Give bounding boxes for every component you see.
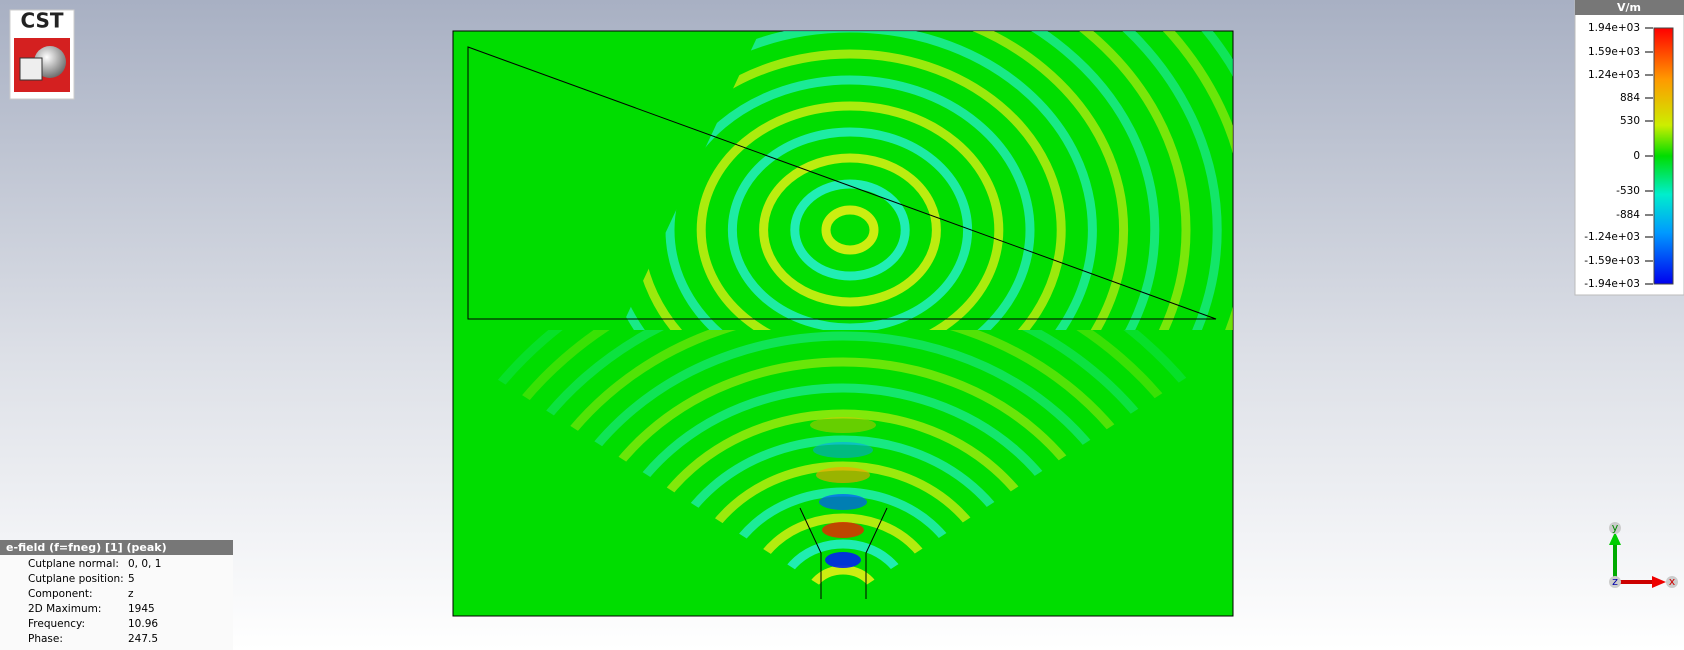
- wavefront: [774, 539, 912, 600]
- wavefront: [804, 565, 882, 600]
- info-box: [0, 540, 233, 650]
- axis-x: x: [1669, 575, 1676, 588]
- colorbar-label: 884: [1620, 92, 1640, 104]
- wavefront: [620, 31, 1222, 330]
- wavefront: [564, 357, 1122, 600]
- wavefront: [684, 461, 1002, 600]
- info-value: 247.5: [128, 633, 158, 645]
- wavefront: [654, 435, 1032, 600]
- info-label: Phase:: [28, 633, 63, 645]
- wavefront: [744, 513, 942, 600]
- colorbar-label: -530: [1616, 185, 1640, 197]
- prism-outline: [467, 46, 1217, 320]
- source-lobe: [819, 494, 867, 510]
- axes-triad: y z x: [1609, 521, 1678, 588]
- colorbar-label: 1.59e+03: [1588, 46, 1640, 58]
- source-lobe: [816, 467, 870, 483]
- colorbar-label: 0: [1633, 150, 1640, 162]
- wavefront: [534, 331, 1152, 600]
- source-lobe: [825, 552, 861, 568]
- upper-waves: [620, 31, 1233, 330]
- colorbar-label: 1.24e+03: [1588, 69, 1640, 81]
- info-label: Frequency:: [28, 618, 85, 630]
- axis-y: y: [1612, 521, 1619, 534]
- colorbar-label: -1.59e+03: [1584, 255, 1640, 267]
- colorbar-label: 1.94e+03: [1588, 22, 1640, 34]
- info-title: e-field (f=fneg) [1] (peak): [6, 541, 167, 554]
- info-label: Component:: [28, 588, 93, 600]
- info-label: Cutplane normal:: [28, 558, 119, 570]
- logo: CST: [9, 9, 75, 100]
- source-lobe: [813, 442, 873, 458]
- info-header: [0, 540, 233, 555]
- colorbar-label: -1.94e+03: [1584, 278, 1640, 290]
- info-panel: e-field (f=fneg) [1] (peak) Cutplane nor…: [0, 540, 233, 650]
- colorbar-label: -884: [1616, 209, 1640, 221]
- colorbar: V/m 1.94e+03 1.59e+03 1.24e+03 884 530 0 -530 -…: [1574, 0, 1684, 296]
- wavefront: [714, 487, 972, 600]
- source-lobe: [810, 417, 876, 433]
- info-value: 0, 0, 1: [128, 558, 161, 570]
- wavefront: [790, 179, 910, 281]
- info-label: Cutplane position:: [28, 573, 124, 585]
- info-value: 10.96: [128, 618, 158, 630]
- wavefront: [620, 31, 1160, 330]
- wavefront: [620, 31, 1097, 330]
- field-plot: [452, 30, 1234, 617]
- colorbar-label: 530: [1620, 115, 1640, 127]
- lower-waves: [453, 330, 1233, 600]
- wavefront: [624, 409, 1062, 600]
- wavefront: [665, 75, 1035, 330]
- colorbar-label: -1.24e+03: [1584, 231, 1640, 243]
- info-label: 2D Maximum:: [28, 603, 101, 615]
- info-value: z: [128, 588, 134, 600]
- colorbar-unit: V/m: [1617, 1, 1641, 14]
- info-value: 5: [128, 573, 135, 585]
- wavefront: [696, 101, 1004, 330]
- horn-outline: [799, 507, 888, 599]
- logo-text: CST: [20, 9, 63, 33]
- wavefront: [620, 31, 1129, 330]
- colorbar-gradient: [1653, 27, 1674, 285]
- wavefront: [727, 127, 973, 330]
- colorbar-header: [1575, 0, 1684, 15]
- wavefront: [620, 31, 1191, 330]
- wavefront: [594, 383, 1092, 600]
- wavefront: [821, 205, 879, 255]
- wavefront: [759, 153, 941, 307]
- axis-z: z: [1612, 575, 1618, 588]
- source-lobe: [822, 522, 864, 538]
- info-value: 1945: [128, 603, 155, 615]
